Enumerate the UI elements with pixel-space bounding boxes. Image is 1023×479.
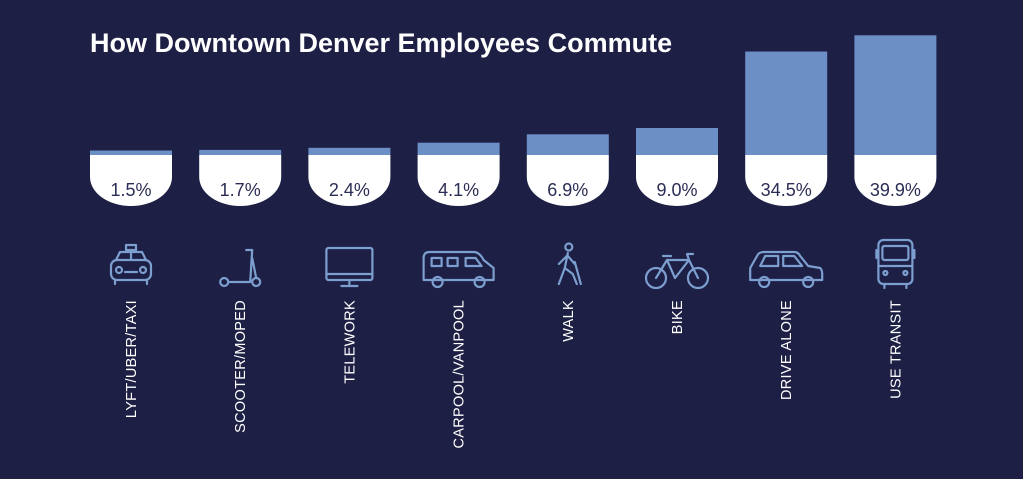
bar-telework xyxy=(308,147,391,155)
bicycle-icon xyxy=(644,252,710,290)
bar-scooter-moped xyxy=(199,149,282,155)
value-label: 6.9% xyxy=(547,180,588,200)
value-badge xyxy=(636,155,718,206)
taxi-icon xyxy=(109,243,153,286)
value-label: 1.7% xyxy=(220,180,261,200)
chart-title: How Downtown Denver Employees Commute xyxy=(90,28,672,58)
value-badge xyxy=(90,155,172,206)
car-icon xyxy=(749,250,824,289)
value-badge xyxy=(308,155,391,206)
scooter-icon xyxy=(219,248,262,288)
value-badge xyxy=(526,155,609,206)
category-label: SCOOTER/MOPED xyxy=(233,300,249,433)
value-label: 1.5% xyxy=(110,180,151,200)
value-badge xyxy=(745,155,828,206)
category-label: BIKE xyxy=(670,300,686,334)
category-label: DRIVE ALONE xyxy=(779,300,795,400)
value-label: 2.4% xyxy=(329,180,370,200)
value-label: 4.1% xyxy=(438,180,479,200)
category-label: USE TRANSIT xyxy=(888,300,904,399)
value-badge xyxy=(199,155,282,206)
category-label: CARPOOL/VANPOOL xyxy=(452,300,468,448)
value-label: 34.5% xyxy=(761,180,812,200)
value-badge xyxy=(854,155,937,206)
value-label: 9.0% xyxy=(656,180,697,200)
category-label: TELEWORK xyxy=(342,300,358,384)
value-badge xyxy=(417,155,500,206)
bars-layer: 1.5% LYFT/UBER/TAXI 1.7% SCOOTER/MOPED 2.4% T… xyxy=(90,35,937,448)
bar-use-transit xyxy=(854,35,937,155)
van-icon xyxy=(422,250,495,289)
bar-walk xyxy=(526,134,609,155)
bus-icon xyxy=(875,238,916,290)
bar-bike xyxy=(636,128,718,155)
walking-person-icon xyxy=(557,242,582,286)
bar-carpool-vanpool xyxy=(417,142,500,155)
bar-drive-alone xyxy=(745,51,828,155)
bar-lyft-uber-taxi xyxy=(90,150,172,155)
value-label: 39.9% xyxy=(870,180,921,200)
category-label: LYFT/UBER/TAXI xyxy=(124,300,140,418)
category-label: WALK xyxy=(561,300,577,342)
monitor-icon xyxy=(325,246,374,288)
